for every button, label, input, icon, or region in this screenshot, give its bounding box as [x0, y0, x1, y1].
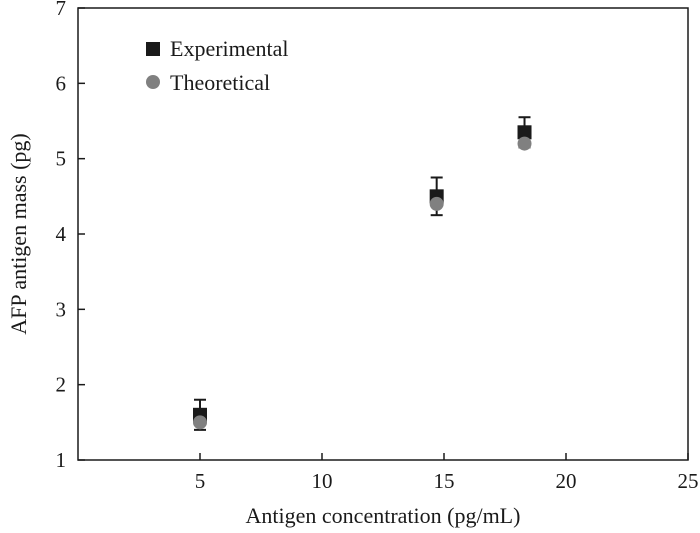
legend-label-experimental: Experimental — [170, 36, 289, 61]
y-tick-label: 3 — [56, 297, 67, 321]
x-tick-label: 10 — [312, 469, 333, 493]
x-tick-label: 5 — [195, 469, 206, 493]
y-axis-label: AFP antigen mass (pg) — [6, 133, 31, 334]
y-tick-label: 7 — [56, 0, 67, 20]
x-axis-label: Antigen concentration (pg/mL) — [246, 503, 521, 528]
y-tick-label: 1 — [56, 448, 67, 472]
legend-label-theoretical: Theoretical — [170, 70, 270, 95]
theoretical-point — [517, 136, 532, 151]
theoretical-point — [429, 196, 444, 211]
legend-square-icon — [146, 42, 160, 56]
x-tick-label: 25 — [678, 469, 699, 493]
data-points — [193, 125, 532, 430]
experimental-point — [517, 125, 532, 140]
axis-ticks: 5 10 15 20 25 1 2 3 4 5 6 7 — [56, 0, 699, 493]
y-tick-label: 4 — [56, 222, 67, 246]
theoretical-point — [193, 415, 207, 430]
x-tick-label: 15 — [434, 469, 455, 493]
y-tick-label: 6 — [56, 71, 67, 95]
y-tick-label: 2 — [56, 373, 67, 397]
x-tick-label: 20 — [556, 469, 577, 493]
error-bars — [194, 116, 531, 431]
legend-circle-icon — [146, 75, 160, 89]
y-tick-label: 5 — [56, 147, 67, 171]
legend: Experimental Theoretical — [146, 36, 289, 95]
